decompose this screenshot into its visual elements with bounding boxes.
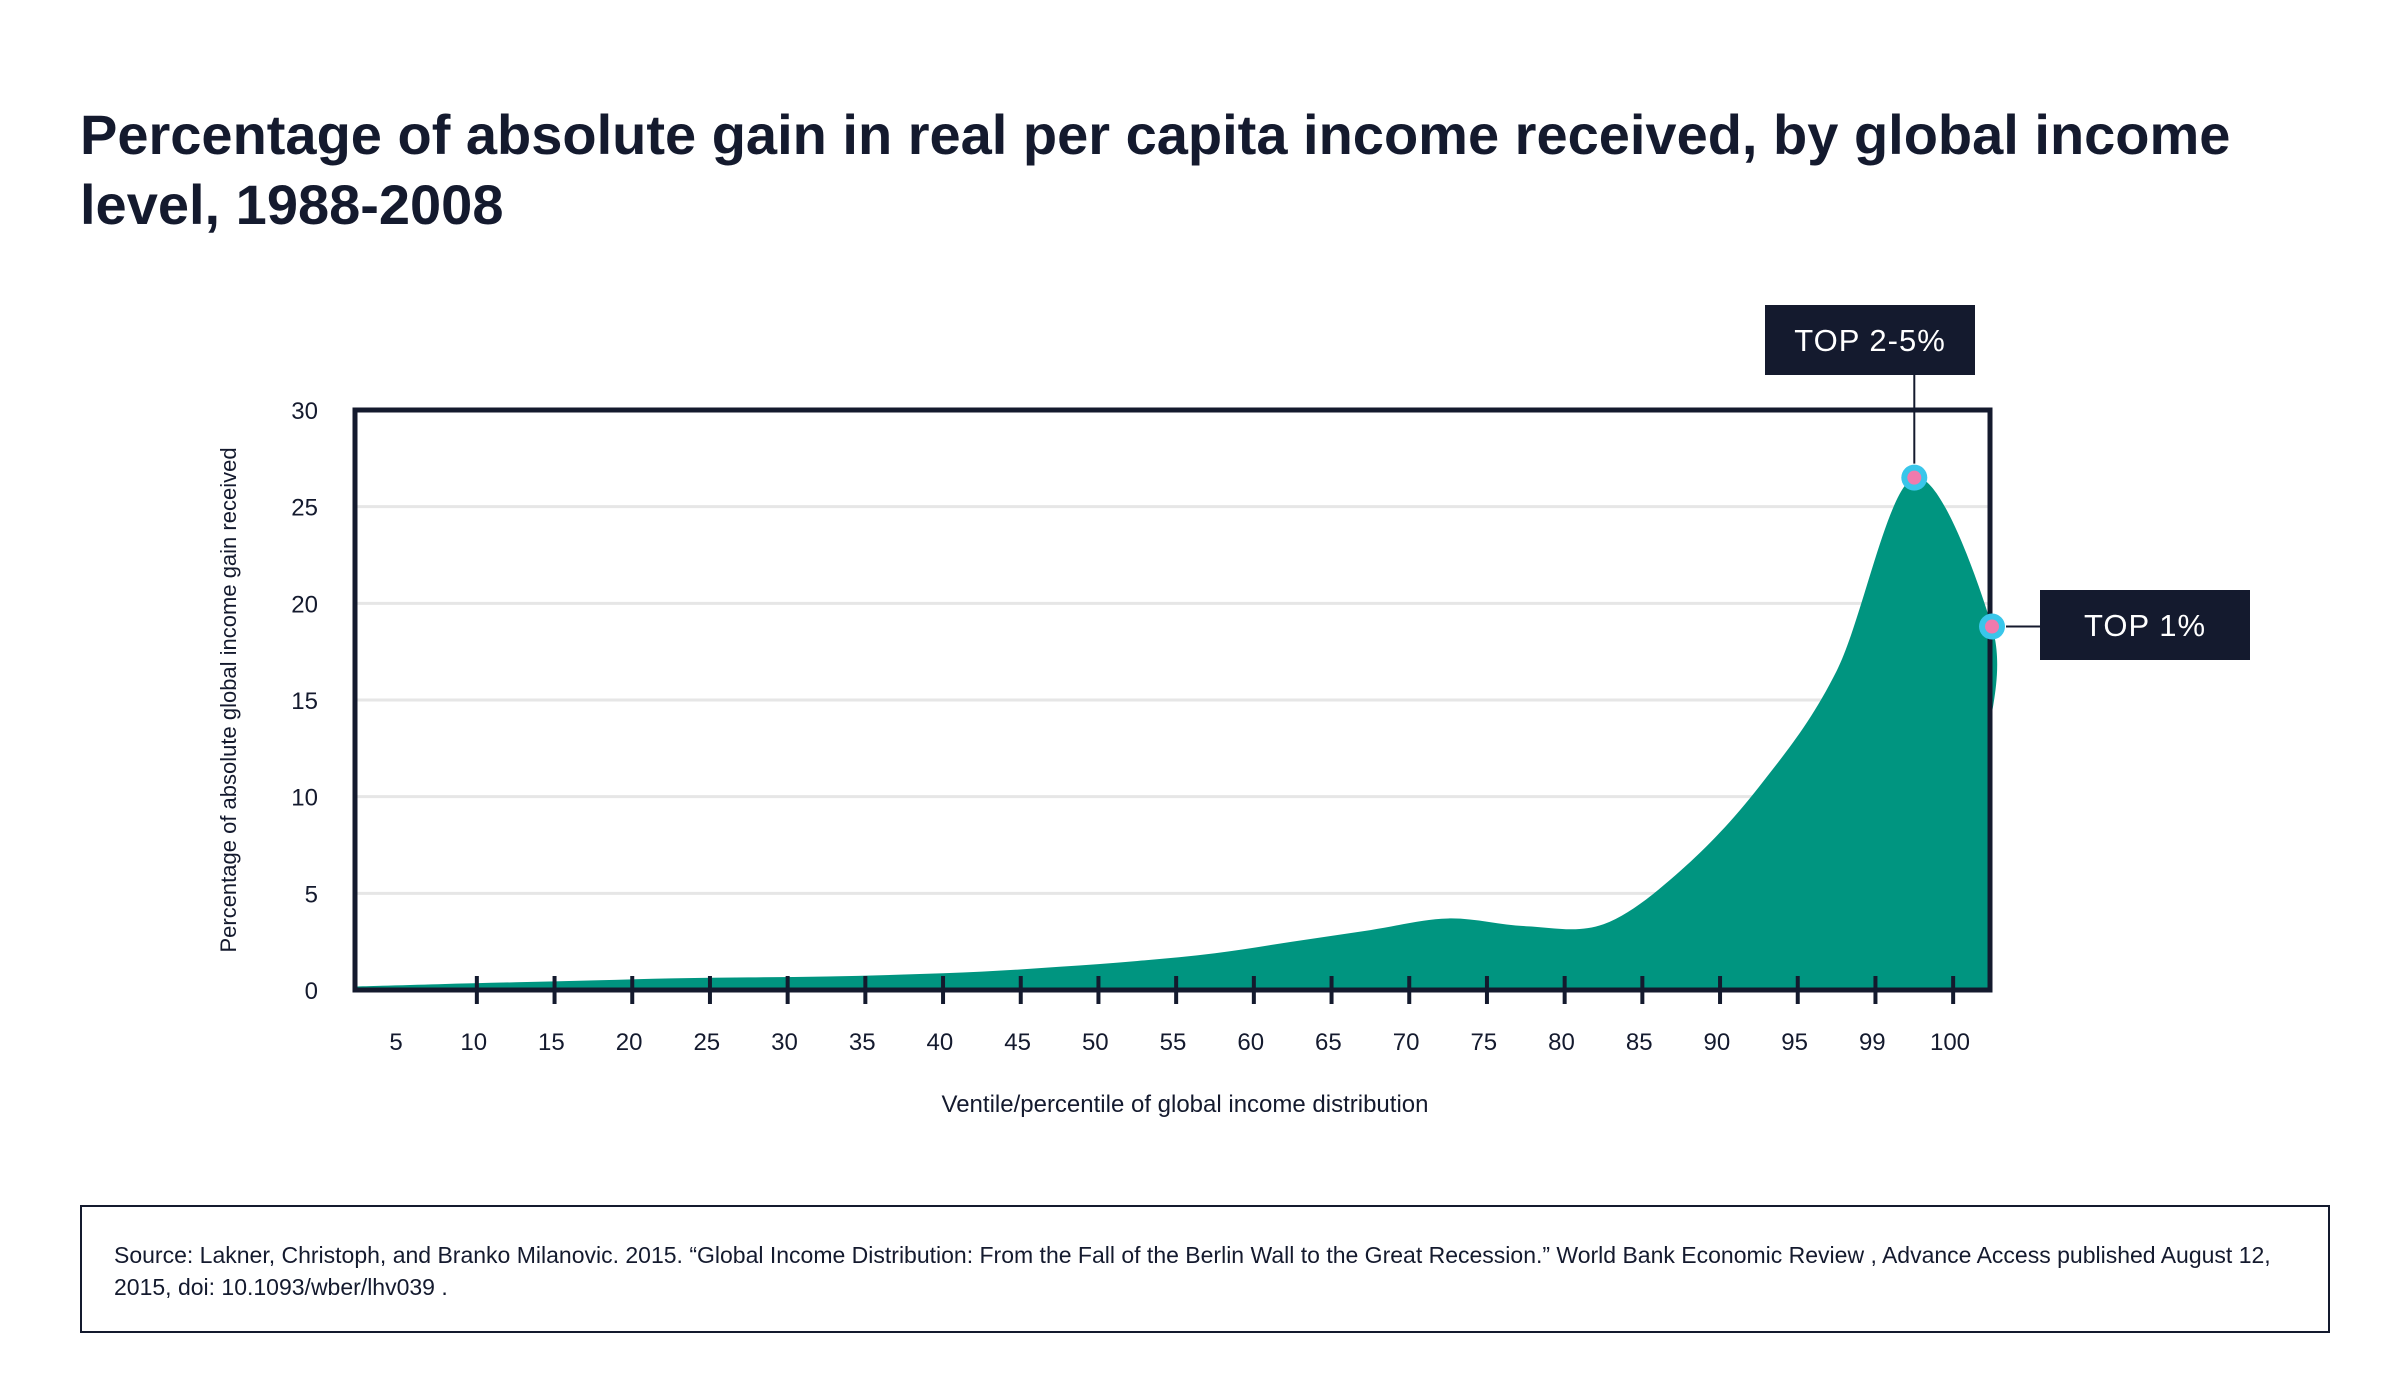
x-tick-label: 30 bbox=[771, 1029, 798, 1056]
marker-dot bbox=[1985, 619, 1999, 634]
y-axis-tick-labels: 0 5 10 15 20 25 30 bbox=[291, 398, 318, 1005]
x-axis-ticks bbox=[474, 976, 1956, 1004]
y-axis-label: Percentage of absolute global income gai… bbox=[216, 447, 241, 952]
callout-label: TOP 2-5% bbox=[1794, 323, 1946, 358]
callout-box bbox=[2040, 590, 2250, 660]
callout-label: TOP 1% bbox=[2084, 608, 2206, 643]
chart-title: Percentage of absolute gain in real per … bbox=[80, 103, 2231, 236]
x-tick-label: 40 bbox=[927, 1029, 954, 1056]
x-tick-label: 20 bbox=[616, 1029, 643, 1056]
y-tick-label: 20 bbox=[291, 591, 318, 618]
marker-dot bbox=[1907, 470, 1922, 485]
x-tick-label: 70 bbox=[1393, 1029, 1420, 1056]
y-tick-label: 10 bbox=[291, 785, 318, 812]
source-text: Source: Lakner, Christoph, and Branko Mi… bbox=[114, 1242, 2271, 1300]
x-tick-label: 5 bbox=[389, 1029, 402, 1056]
x-tick-label: 90 bbox=[1704, 1029, 1731, 1056]
x-tick-label: 100 bbox=[1930, 1029, 1970, 1056]
y-tick-label: 30 bbox=[291, 398, 318, 425]
x-tick-label: 60 bbox=[1237, 1029, 1264, 1056]
x-tick-label: 85 bbox=[1626, 1029, 1653, 1056]
x-tick-label: 65 bbox=[1315, 1029, 1342, 1056]
x-tick-label: 55 bbox=[1160, 1029, 1187, 1056]
y-tick-label: 0 bbox=[305, 978, 318, 1005]
y-tick-label: 5 bbox=[305, 881, 318, 908]
callout-box bbox=[1765, 305, 1975, 375]
x-tick-label: 35 bbox=[849, 1029, 876, 1056]
x-tick-label: 10 bbox=[460, 1029, 487, 1056]
series-area bbox=[355, 477, 1998, 991]
x-tick-label: 50 bbox=[1082, 1029, 1109, 1056]
y-tick-label: 25 bbox=[291, 495, 318, 522]
x-tick-label: 80 bbox=[1548, 1029, 1575, 1056]
x-tick-label: 45 bbox=[1004, 1029, 1031, 1056]
x-tick-label: 75 bbox=[1470, 1029, 1497, 1056]
plot-frame bbox=[352, 407, 1993, 993]
x-tick-label: 99 bbox=[1859, 1029, 1886, 1056]
source-note: Source: Lakner, Christoph, and Branko Mi… bbox=[80, 1205, 2330, 1333]
x-axis-label: Ventile/percentile of global income dist… bbox=[942, 1091, 1429, 1118]
x-axis-tick-labels: 5 10 15 20 25 30 35 40 45 50 55 60 65 70 75 80 85 90 95 99 1… bbox=[389, 1029, 1970, 1056]
x-tick-label: 15 bbox=[538, 1029, 565, 1056]
area-chart: 0 5 10 15 20 25 30 5 10 15 20 25 30 35 40 45 50 55 60 65 70… bbox=[216, 305, 2250, 1118]
y-tick-label: 15 bbox=[291, 688, 318, 715]
gridlines bbox=[355, 505, 1990, 895]
x-tick-label: 95 bbox=[1781, 1029, 1808, 1056]
x-tick-label: 25 bbox=[693, 1029, 720, 1056]
annotations: TOP 2-5% TOP 1% bbox=[1765, 305, 2250, 660]
